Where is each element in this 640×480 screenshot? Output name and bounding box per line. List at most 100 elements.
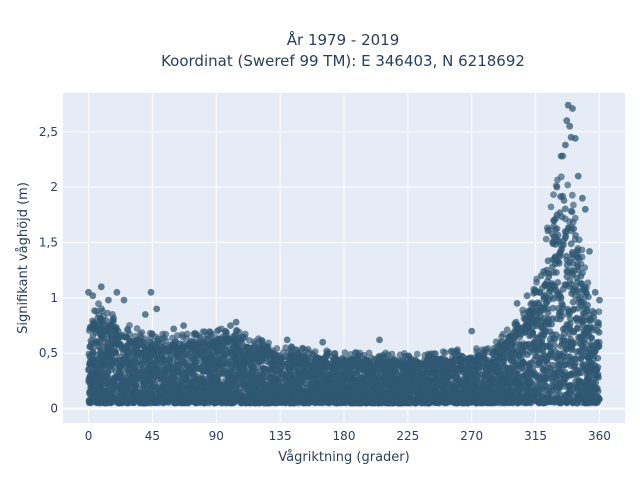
- scatter-point: [121, 374, 129, 382]
- scatter-point: [577, 355, 585, 363]
- scatter-point: [97, 353, 105, 361]
- scatter-point: [332, 379, 339, 387]
- scatter-point: [544, 309, 552, 317]
- scatter-point: [552, 241, 559, 248]
- chart-title-line1: År 1979 - 2019: [287, 30, 400, 49]
- scatter-point: [178, 357, 186, 365]
- scatter-point: [544, 343, 552, 350]
- scatter-point: [550, 378, 557, 386]
- scatter-point: [449, 386, 457, 394]
- scatter-point: [588, 362, 595, 370]
- scatter-point: [519, 342, 527, 350]
- scatter-point: [534, 334, 542, 341]
- scatter-point: [302, 380, 310, 388]
- scatter-point: [221, 389, 229, 397]
- scatter-point: [567, 371, 575, 379]
- scatter-point: [595, 338, 603, 346]
- scatter-point: [439, 390, 446, 398]
- scatter-point: [554, 353, 562, 360]
- scatter-point: [102, 343, 109, 351]
- scatter-point: [548, 331, 556, 338]
- scatter-point: [246, 379, 253, 387]
- scatter-point: [519, 358, 527, 366]
- scatter-point: [452, 372, 459, 380]
- scatter-point: [280, 384, 288, 392]
- scatter-point: [300, 388, 308, 396]
- scatter-point: [534, 375, 542, 383]
- scatter-point: [392, 370, 400, 378]
- scatter-point: [134, 371, 142, 379]
- scatter-point: [468, 389, 476, 397]
- scatter-point: [503, 379, 511, 387]
- scatter-point: [220, 395, 228, 402]
- scatter-point: [217, 354, 224, 362]
- scatter-point: [563, 344, 570, 351]
- scatter-point: [531, 340, 539, 347]
- scatter-point: [189, 364, 197, 372]
- scatter-point: [555, 294, 562, 302]
- scatter-point: [528, 359, 536, 367]
- scatter-point: [489, 366, 497, 374]
- scatter-point: [174, 384, 182, 392]
- scatter-point: [432, 388, 440, 395]
- scatter-point: [118, 343, 125, 351]
- scatter-point: [94, 364, 102, 371]
- scatter-point: [585, 293, 592, 301]
- scatter-points: [85, 101, 603, 407]
- scatter-point: [569, 298, 577, 306]
- scatter-point: [132, 379, 140, 387]
- scatter-point: [89, 374, 97, 382]
- scatter-point: [568, 345, 576, 352]
- scatter-point: [561, 205, 569, 213]
- scatter-point: [569, 287, 577, 295]
- scatter-point: [467, 379, 474, 387]
- scatter-point: [551, 282, 559, 290]
- scatter-point: [567, 335, 575, 343]
- scatter-point: [573, 348, 581, 356]
- scatter-point: [549, 256, 557, 264]
- scatter-point: [509, 352, 517, 359]
- scatter-point: [413, 370, 421, 378]
- scatter-point: [87, 337, 95, 345]
- scatter-point: [556, 315, 564, 323]
- scatter-point: [580, 298, 588, 306]
- scatter-point: [569, 250, 576, 258]
- scatter-point: [106, 363, 113, 371]
- scatter-point: [97, 332, 105, 340]
- scatter-point: [559, 192, 567, 200]
- scatter-point: [252, 368, 260, 376]
- scatter-point: [558, 299, 566, 307]
- scatter-point: [573, 278, 581, 286]
- scatter-point: [140, 373, 147, 381]
- scatter-point: [498, 359, 506, 367]
- scatter-point: [130, 365, 138, 373]
- scatter-point: [584, 353, 592, 361]
- scatter-point: [550, 370, 558, 377]
- scatter-point: [493, 357, 500, 365]
- scatter-point: [549, 361, 557, 369]
- scatter-point: [183, 351, 191, 358]
- scatter-point: [346, 380, 354, 388]
- scatter-point: [192, 372, 200, 379]
- scatter-point: [556, 385, 563, 392]
- scatter-point: [489, 394, 496, 402]
- scatter-point: [309, 362, 317, 369]
- scatter-point: [321, 373, 329, 381]
- scatter-point: [225, 367, 233, 375]
- scatter-point: [120, 390, 128, 397]
- scatter-point: [208, 352, 216, 360]
- scatter-point: [276, 388, 284, 396]
- scatter-point: [592, 347, 599, 355]
- scatter-point: [86, 360, 94, 367]
- scatter-point: [473, 378, 481, 385]
- scatter-point: [556, 209, 564, 217]
- scatter-point: [478, 393, 486, 401]
- scatter-point: [143, 366, 151, 374]
- scatter-point: [575, 266, 582, 274]
- scatter-point: [446, 381, 454, 389]
- scatter-point: [532, 352, 539, 360]
- scatter-point: [527, 344, 535, 352]
- scatter-point: [535, 358, 543, 366]
- scatter-point: [567, 240, 575, 248]
